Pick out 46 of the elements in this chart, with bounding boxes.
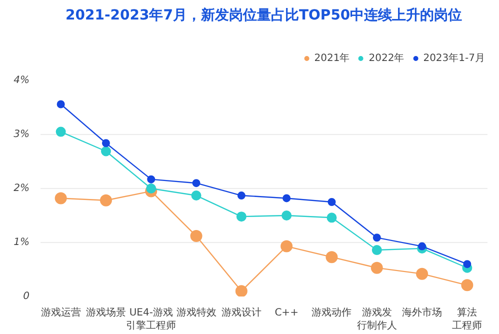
point xyxy=(280,240,293,252)
legend-label: 2021年 xyxy=(314,52,350,65)
x-tick-label: 算法工程师 xyxy=(452,306,482,332)
point xyxy=(56,100,65,108)
point xyxy=(237,192,246,200)
point xyxy=(282,194,291,202)
y-tick-label: 0 xyxy=(23,291,30,302)
x-tick-label: 游戏发行制作人 xyxy=(356,306,397,332)
x-tick-label: 游戏场景 xyxy=(86,306,126,318)
point xyxy=(463,260,472,268)
point xyxy=(282,210,292,220)
x-tick-label: 海外市场 xyxy=(402,306,442,318)
x-tick-label: C++ xyxy=(274,308,298,318)
point xyxy=(370,262,383,274)
point xyxy=(235,285,248,296)
x-tick-label: UE4-游戏引擎工程师 xyxy=(126,306,176,332)
point xyxy=(191,190,202,201)
point xyxy=(190,230,202,242)
x-tick-label: 游戏特效 xyxy=(176,306,216,318)
point xyxy=(326,212,337,223)
point xyxy=(54,192,67,204)
x-tick-label: 游戏动作 xyxy=(312,306,352,318)
point xyxy=(102,139,110,148)
legend-label: 2023年1-7月 xyxy=(423,52,485,65)
point xyxy=(192,179,200,188)
point xyxy=(372,234,381,242)
y-tick-label: 2% xyxy=(14,183,30,194)
point xyxy=(56,126,66,137)
point xyxy=(236,212,246,222)
point xyxy=(461,279,474,292)
legend-label: 2022年 xyxy=(368,52,404,65)
point xyxy=(326,251,338,264)
x-tick-label: 游戏设计 xyxy=(221,306,262,318)
point xyxy=(100,146,111,156)
x-tick-label: 游戏运营 xyxy=(40,306,81,318)
y-tick-label: 1% xyxy=(14,237,30,248)
y-tick-label: 4% xyxy=(14,75,30,86)
chart-title: 2021-2023年7月，新发岗位量占比TOP50中连续上升的岗位 xyxy=(66,6,462,24)
point xyxy=(328,198,336,206)
point xyxy=(372,245,382,256)
y-tick-label: 3% xyxy=(14,129,30,140)
point xyxy=(418,242,426,250)
point xyxy=(416,268,428,280)
point xyxy=(147,175,156,184)
point xyxy=(146,184,156,194)
point xyxy=(100,194,112,206)
